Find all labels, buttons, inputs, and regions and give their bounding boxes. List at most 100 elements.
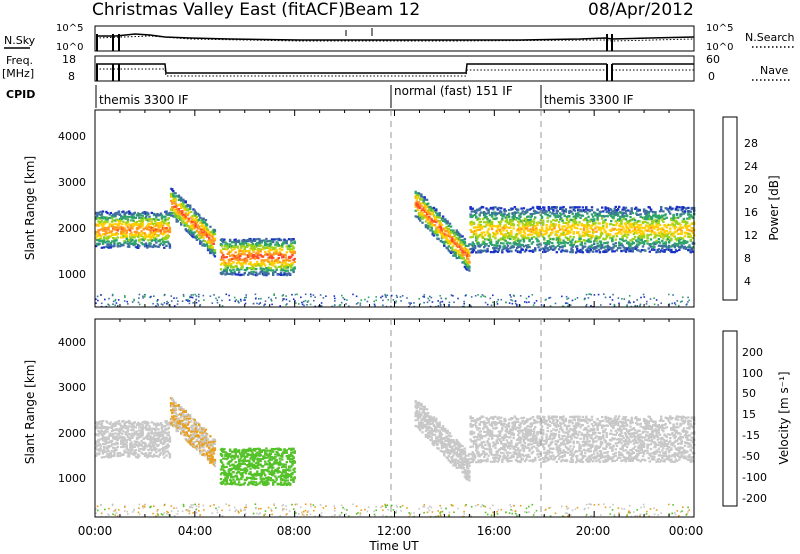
- power-cell: [428, 209, 431, 212]
- power-cell: [496, 250, 499, 253]
- power-cell: [461, 247, 464, 250]
- power-cell: [487, 245, 490, 248]
- power-cell: [201, 244, 204, 247]
- power-cell: [523, 250, 527, 253]
- power-cell: [148, 215, 151, 218]
- power-cell: [160, 238, 164, 241]
- power-noise-cell: [157, 299, 159, 301]
- power-cell: [625, 225, 629, 229]
- power-cell: [579, 237, 582, 240]
- power-ylabel: Slant Range [km]: [23, 156, 37, 260]
- power-cell: [622, 218, 625, 221]
- power-cell: [438, 220, 441, 223]
- power-cell: [632, 237, 636, 240]
- power-cell: [109, 211, 113, 215]
- power-cell: [511, 219, 514, 222]
- power-cell: [484, 234, 487, 237]
- power-cbar-label: Power [dB]: [767, 175, 781, 240]
- power-cell: [127, 215, 131, 218]
- power-cell: [265, 237, 268, 240]
- power-noise-cell: [258, 298, 260, 300]
- power-cell: [623, 215, 627, 218]
- power-noise-cell: [338, 304, 341, 307]
- power-noise-cell: [163, 302, 166, 304]
- power-cell: [614, 232, 617, 235]
- power-cell: [669, 212, 672, 215]
- power-noise-cell: [510, 296, 512, 298]
- power-cell: [561, 207, 564, 211]
- power-cell: [476, 237, 479, 240]
- velocity-cell: [106, 427, 109, 431]
- power-cell: [535, 231, 538, 234]
- power-cell: [483, 241, 486, 244]
- power-cell: [495, 247, 498, 250]
- power-cell: [525, 249, 528, 252]
- power-noise-cell: [176, 303, 179, 305]
- power-cell: [620, 250, 623, 253]
- power-cell: [479, 223, 482, 227]
- velocity-cell: [126, 452, 130, 455]
- power-cell: [502, 229, 505, 232]
- power-cell: [118, 227, 122, 230]
- power-cell: [219, 249, 223, 252]
- power-noise-cell: [138, 303, 141, 306]
- power-cell: [475, 239, 478, 242]
- power-cell: [249, 255, 252, 258]
- power-cell: [115, 218, 118, 221]
- power-cell: [682, 212, 686, 215]
- velocity-cell: [101, 439, 105, 442]
- power-noise-cell: [439, 303, 442, 306]
- power-ytick-2000: 2000: [58, 222, 86, 235]
- power-cell: [211, 235, 214, 238]
- power-cell: [579, 235, 582, 238]
- power-cell: [137, 235, 140, 238]
- power-cell: [493, 246, 496, 249]
- power-cell: [614, 238, 617, 241]
- power-cell: [131, 235, 134, 238]
- power-cell: [290, 243, 293, 247]
- power-noise-cell: [585, 293, 588, 296]
- power-cell: [539, 248, 543, 251]
- power-cell: [149, 245, 152, 248]
- power-cell: [691, 227, 695, 230]
- power-cell: [133, 211, 136, 214]
- power-cell: [158, 243, 161, 246]
- power-cell: [220, 271, 224, 274]
- power-cell: [597, 228, 600, 231]
- power-cell: [252, 253, 256, 257]
- power-cell: [507, 212, 511, 215]
- power-noise-cell: [97, 299, 99, 302]
- power-cell: [481, 206, 485, 209]
- power-cell: [518, 222, 521, 225]
- power-cell: [105, 237, 108, 240]
- power-cell: [244, 257, 248, 260]
- power-cell: [649, 238, 653, 241]
- power-cell: [230, 265, 233, 268]
- power-cell: [573, 206, 577, 209]
- power-noise-cell: [195, 301, 198, 304]
- beam-label: Beam 12: [344, 0, 420, 20]
- power-noise-cell: [427, 297, 429, 300]
- power-cell: [441, 215, 445, 218]
- power-cell: [523, 232, 527, 235]
- power-noise-cell: [525, 297, 528, 300]
- power-cell: [164, 219, 167, 222]
- velocity-cell: [106, 421, 109, 424]
- velocity-cell: [122, 430, 125, 433]
- power-noise-cell: [325, 295, 327, 297]
- power-cell: [539, 218, 543, 221]
- power-cell: [642, 208, 646, 211]
- nave-tick-top: 60: [706, 53, 720, 66]
- power-cell: [276, 273, 279, 276]
- power-cell: [253, 239, 257, 242]
- power-cell: [671, 207, 674, 210]
- power-cell: [535, 227, 538, 231]
- velocity-cell: [102, 445, 106, 448]
- velocity-cell: [124, 427, 127, 430]
- power-cell: [587, 215, 590, 218]
- power-cell: [420, 209, 423, 213]
- power-cell: [470, 220, 473, 223]
- power-cell: [544, 233, 547, 236]
- power-noise-cell: [298, 303, 300, 305]
- power-cell: [689, 210, 692, 213]
